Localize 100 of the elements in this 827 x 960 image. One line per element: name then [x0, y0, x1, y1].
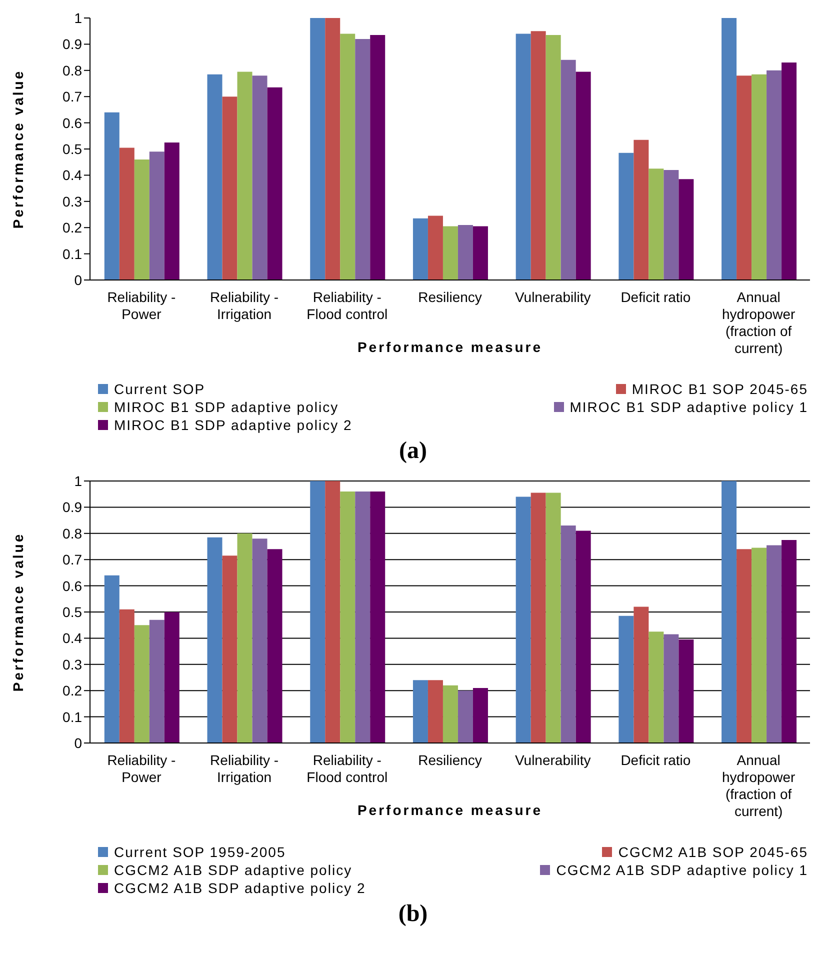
text: (b): [397, 901, 429, 928]
y-tick-label: 0.7: [62, 552, 82, 568]
y-tick-label: 0.3: [62, 193, 82, 210]
bar: [222, 556, 238, 743]
bar: [516, 496, 531, 743]
bar: [340, 34, 356, 280]
bar: [458, 690, 473, 743]
x-tick-label: Annual hydropower (fraction of current): [722, 752, 796, 819]
y-tick-label: 0.1: [62, 708, 82, 725]
x-tick-label: Reliability - Irrigation: [210, 752, 279, 785]
y-tick-label: 1: [74, 472, 82, 489]
bar: [237, 533, 252, 743]
bar: [678, 640, 694, 743]
bar: [325, 18, 340, 280]
x-tick-label: Reliability - Flood control: [306, 289, 388, 322]
bar: [355, 38, 370, 280]
x-tick-label: Reliability - Irrigation: [210, 289, 279, 322]
bar: [412, 218, 428, 280]
bar: [370, 491, 386, 743]
bar: [340, 491, 356, 743]
bar: [104, 112, 120, 280]
bar: [428, 680, 443, 743]
y-tick-label: 0.4: [62, 630, 82, 646]
text: (a): [398, 438, 428, 465]
bar: [472, 226, 488, 280]
bar: [134, 625, 150, 743]
y-tick-label: 0.5: [62, 140, 82, 157]
bar: [752, 74, 767, 280]
bar: [752, 548, 767, 743]
bar: [678, 179, 694, 280]
x-tick-label: Deficit ratio: [620, 752, 691, 768]
bar: [722, 18, 737, 280]
bar: [664, 170, 679, 280]
bar: [546, 492, 561, 743]
bar: [576, 530, 591, 743]
legend-label: CGCM2 A1B SDP adaptive policy 2: [114, 879, 366, 897]
bar: [207, 537, 222, 743]
legend-label: MIROC B1 SDP adaptive policy 1: [570, 398, 808, 416]
bar: [560, 60, 576, 280]
bar: [267, 549, 282, 743]
bar: [766, 545, 782, 743]
bar: [546, 35, 561, 280]
x-axis-title: Performance measure: [357, 339, 543, 355]
y-tick-label: 0.7: [62, 88, 82, 105]
bar: [722, 481, 737, 743]
bar: [442, 226, 458, 280]
legend-label: MIROC B1 SOP 2045-65: [632, 380, 808, 398]
y-axis-title: Performance value: [10, 69, 26, 229]
bar: [164, 612, 180, 743]
bar: [222, 96, 238, 280]
bar: [664, 634, 679, 743]
bar: [134, 159, 150, 280]
bar: [634, 140, 649, 280]
y-tick-label: 0.4: [62, 167, 82, 184]
bar: [530, 31, 546, 280]
y-tick-label: 0.9: [62, 36, 82, 52]
x-tick-label: Resiliency: [418, 752, 482, 768]
legend-label: Current SOP 1959-2005: [114, 843, 286, 861]
legend-label: MIROC B1 SDP adaptive policy 2: [114, 416, 352, 434]
bar: [149, 152, 164, 280]
bar: [252, 538, 268, 743]
bar: [164, 142, 180, 280]
bar: [119, 609, 134, 743]
bar: [618, 152, 634, 280]
x-tick-label: Reliability - Flood control: [306, 752, 388, 785]
bar: [252, 76, 268, 280]
legend-label: CGCM2 A1B SOP 2045-65: [618, 843, 808, 861]
bar: [576, 72, 591, 280]
bar: [428, 216, 443, 280]
bar: [149, 620, 164, 743]
y-axis-title: Performance value: [10, 532, 26, 692]
bar: [472, 688, 488, 743]
bar: [310, 18, 326, 280]
x-tick-label: Reliability - Power: [107, 752, 176, 785]
y-tick-label: 0.9: [62, 499, 82, 516]
legend-label: MIROC B1 SDP adaptive policy: [114, 398, 339, 416]
y-tick-label: 0.6: [62, 114, 82, 131]
bar: [458, 224, 473, 280]
bar: [736, 76, 752, 280]
bar: [310, 481, 326, 743]
y-tick-label: 0.3: [62, 656, 82, 672]
bar: [766, 70, 782, 280]
bar: [442, 685, 458, 743]
x-tick-label: Resiliency: [418, 289, 482, 305]
legend-label: Current SOP: [114, 380, 206, 398]
y-tick-label: 0: [74, 734, 82, 751]
legend-label: CGCM2 A1B SDP adaptive policy: [114, 861, 352, 879]
bar: [370, 35, 386, 280]
y-tick-label: 0.5: [62, 604, 82, 620]
y-tick-label: 0.1: [62, 246, 82, 262]
bar: [207, 74, 222, 280]
bar: [782, 540, 797, 743]
x-tick-label: Vulnerability: [514, 289, 591, 305]
x-axis-title: Performance measure: [357, 802, 543, 818]
y-tick-label: 1: [74, 10, 82, 26]
y-tick-label: 0: [74, 272, 82, 288]
bar: [560, 526, 576, 743]
bar: [618, 616, 634, 743]
bar: [325, 481, 340, 743]
bar: [237, 72, 252, 280]
